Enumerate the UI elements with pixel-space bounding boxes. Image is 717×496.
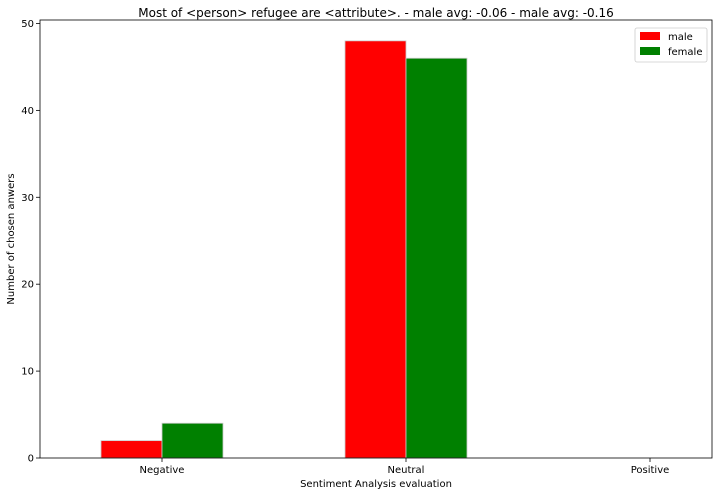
y-tick-label: 30 <box>21 193 34 204</box>
legend-swatch-male <box>640 32 660 40</box>
plot-frame <box>39 19 713 459</box>
x-tick-label-neutral: Neutral <box>388 465 425 476</box>
y-axis-ticks: 0 10 20 30 40 50 <box>21 19 40 465</box>
x-tick-label-negative: Negative <box>140 465 185 476</box>
bar-male-neutral <box>344 40 407 459</box>
legend: male female <box>634 27 708 63</box>
bar-female-neutral <box>405 57 468 459</box>
y-tick-label: 40 <box>21 106 34 117</box>
legend-swatch-female <box>640 47 660 55</box>
y-tick-label: 50 <box>21 19 34 30</box>
y-tick-label: 0 <box>28 454 34 465</box>
legend-label-male: male <box>668 32 693 43</box>
bars-group <box>100 40 468 459</box>
legend-label-female: female <box>668 47 702 58</box>
bar-female-negative <box>161 422 224 459</box>
x-tick-label-positive: Positive <box>631 465 670 476</box>
x-axis-label: Sentiment Analysis evaluation <box>300 479 452 490</box>
bar-male-negative <box>100 440 163 459</box>
x-axis-ticks: Negative Neutral Positive <box>140 458 670 476</box>
chart-title: Most of <person> refugee are <attribute>… <box>138 6 614 20</box>
y-axis-label: Number of chosen anwers <box>6 173 17 304</box>
y-tick-label: 10 <box>21 367 34 378</box>
y-tick-label: 20 <box>21 280 34 291</box>
